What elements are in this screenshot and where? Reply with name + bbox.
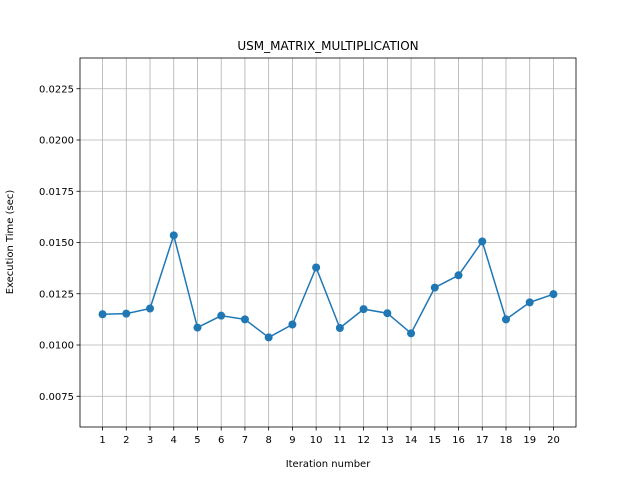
- x-tick-label: 15: [428, 435, 441, 446]
- x-tick-label: 12: [357, 435, 370, 446]
- x-tick-label: 19: [523, 435, 536, 446]
- x-tick-label: 20: [547, 435, 560, 446]
- y-tick-label: 0.0200: [39, 136, 74, 147]
- data-point: [359, 305, 368, 314]
- x-tick-label: 6: [218, 435, 224, 446]
- y-axis: 0.0075 0.0100 0.0125 0.0150 0.0175 0.0200 0.02…: [39, 84, 80, 403]
- data-point: [383, 309, 392, 318]
- data-point: [454, 271, 463, 280]
- data-point: [288, 320, 297, 329]
- data-point: [193, 323, 202, 332]
- x-tick-label: 11: [333, 435, 346, 446]
- x-tick-label: 9: [289, 435, 295, 446]
- y-tick-label: 0.0100: [39, 341, 74, 352]
- x-tick-label: 5: [194, 435, 200, 446]
- series: [98, 231, 558, 342]
- x-tick-label: 16: [452, 435, 465, 446]
- data-point: [525, 298, 534, 307]
- data-point: [549, 290, 558, 299]
- data-point: [312, 263, 321, 272]
- data-point: [264, 333, 273, 342]
- x-tick-label: 4: [171, 435, 177, 446]
- x-tick-label: 13: [381, 435, 394, 446]
- series-line: [102, 234, 554, 339]
- data-point: [501, 315, 510, 324]
- x-axis-label: Iteration number: [286, 459, 372, 470]
- data-point: [122, 309, 131, 318]
- x-tick-label: 14: [405, 435, 418, 446]
- x-tick-label: 18: [500, 435, 513, 446]
- chart-title: USM_MATRIX_MULTIPLICATION: [237, 39, 418, 53]
- data-point: [430, 283, 439, 292]
- y-tick-label: 0.0150: [39, 238, 74, 249]
- y-axis-label: Execution Time (sec): [5, 190, 16, 295]
- x-axis: 1 2 3 4 5 6 7 8 9 10 11 12 13 14 15 16 17 18 19 20: [99, 427, 560, 446]
- data-point: [217, 311, 226, 320]
- data-point: [169, 231, 178, 240]
- y-tick-label: 0.0225: [39, 84, 74, 95]
- x-tick-label: 17: [476, 435, 489, 446]
- data-point: [478, 237, 487, 246]
- x-tick-label: 2: [123, 435, 129, 446]
- x-tick-label: 10: [310, 435, 323, 446]
- x-tick-label: 7: [242, 435, 248, 446]
- grid: [80, 58, 576, 427]
- data-point: [240, 315, 249, 324]
- y-tick-label: 0.0125: [39, 289, 74, 300]
- x-tick-label: 3: [147, 435, 153, 446]
- data-point: [335, 323, 344, 332]
- y-tick-label: 0.0075: [39, 392, 74, 403]
- y-tick-label: 0.0175: [39, 187, 74, 198]
- data-point: [98, 310, 107, 319]
- data-point: [146, 304, 155, 313]
- data-point: [407, 329, 416, 338]
- x-tick-label: 8: [265, 435, 271, 446]
- x-tick-label: 1: [99, 435, 105, 446]
